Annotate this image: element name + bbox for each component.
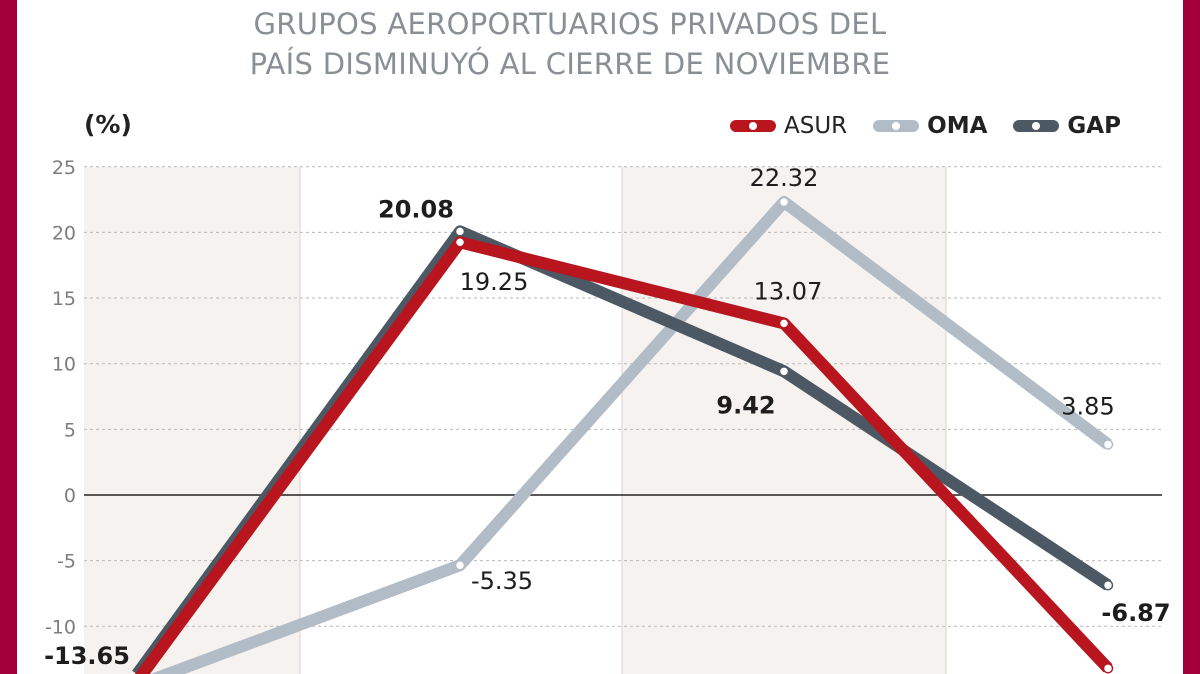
y-tick-label-0: 25 bbox=[52, 157, 76, 179]
data-point-asur-1 bbox=[454, 236, 466, 248]
y-tick-label-3: 10 bbox=[52, 354, 76, 376]
legend: ASUR OMA GAP bbox=[730, 113, 1147, 139]
frame-border-left bbox=[0, 0, 17, 674]
data-point-oma-2 bbox=[778, 196, 790, 208]
y-tick-label-4: 5 bbox=[64, 419, 76, 441]
legend-label-oma: OMA bbox=[927, 113, 988, 139]
data-point-asur-2 bbox=[778, 318, 790, 329]
chart-title: GRUPOS AEROPORTUARIOS PRIVADOS DEL PAÍS … bbox=[190, 4, 950, 84]
y-tick-label-6: -5 bbox=[57, 551, 76, 573]
y-tick-label-1: 20 bbox=[52, 222, 76, 244]
data-point-gap-1 bbox=[454, 226, 466, 237]
legend-item-asur: ASUR bbox=[730, 113, 847, 139]
legend-swatch-asur bbox=[730, 120, 776, 132]
legend-item-gap: GAP bbox=[1013, 113, 1121, 139]
data-label-gap-0: -13.65 bbox=[44, 642, 130, 670]
legend-swatch-oma bbox=[873, 120, 920, 132]
data-label-oma-3: 3.85 bbox=[1061, 392, 1114, 420]
frame-border-right bbox=[1183, 0, 1200, 674]
data-label-asur-2: 13.07 bbox=[754, 277, 823, 305]
data-label-gap-3: -6.87 bbox=[1101, 599, 1170, 627]
chart-title-line-2: PAÍS DISMINUYÓ AL CIERRE DE NOVIEMBRE bbox=[249, 47, 891, 81]
data-point-gap-3 bbox=[1102, 579, 1114, 591]
data-label-oma-1: -5.35 bbox=[471, 567, 533, 595]
y-axis-unit: (%) bbox=[84, 110, 132, 139]
data-label-asur-1: 19.25 bbox=[460, 268, 529, 296]
data-label-gap-2: 9.42 bbox=[716, 391, 775, 419]
data-point-asur-3 bbox=[1102, 663, 1114, 674]
background-band-1 bbox=[622, 166, 946, 674]
legend-swatch-gap bbox=[1013, 120, 1060, 132]
y-tick-label-7: -10 bbox=[45, 616, 76, 638]
data-label-gap-1: 20.08 bbox=[378, 195, 454, 223]
data-point-oma-3 bbox=[1102, 439, 1114, 450]
y-tick-label-2: 15 bbox=[52, 288, 76, 310]
data-point-gap-2 bbox=[778, 366, 790, 377]
y-tick-label-5: 0 bbox=[64, 485, 76, 507]
series-line-asur bbox=[135, 236, 1113, 674]
data-label-oma-2: 22.32 bbox=[750, 164, 819, 192]
chart-title-line-1: GRUPOS AEROPORTUARIOS PRIVADOS DEL bbox=[253, 7, 887, 41]
legend-label-gap: GAP bbox=[1067, 113, 1121, 139]
data-point-oma-1 bbox=[454, 559, 466, 571]
legend-label-asur: ASUR bbox=[784, 113, 848, 139]
legend-item-oma: OMA bbox=[873, 113, 987, 139]
series-line-oma bbox=[150, 195, 1112, 674]
